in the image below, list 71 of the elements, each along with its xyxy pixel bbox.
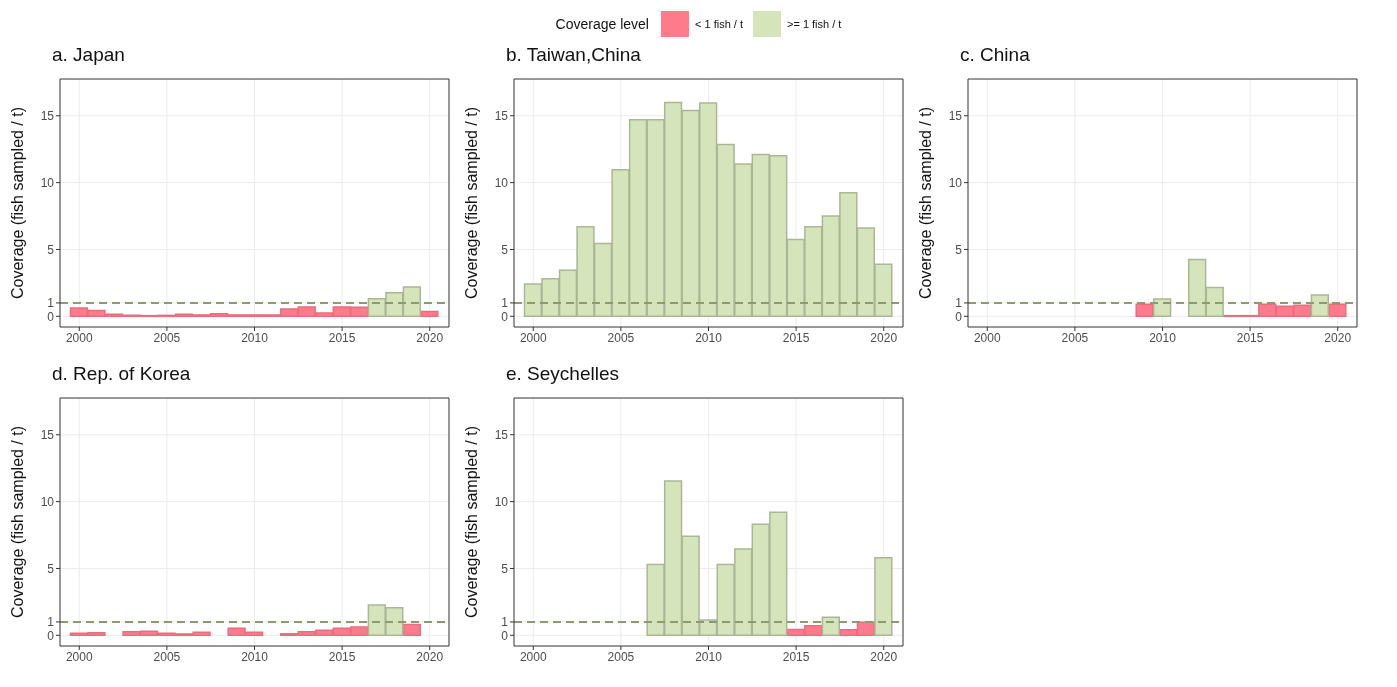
chart-title: c. China	[959, 43, 1031, 67]
y-tick-label: 10	[40, 494, 55, 509]
bar	[1135, 303, 1154, 318]
bar	[1328, 303, 1347, 318]
y-tick-label: 10	[40, 175, 55, 190]
bar	[1310, 294, 1330, 318]
x-tick-label: 2000	[519, 649, 547, 664]
x-tick-label: 2020	[416, 330, 444, 345]
legend-label: < 1 fish / t	[694, 18, 743, 30]
y-tick-label: 1	[47, 615, 55, 630]
x-tick-label: 2000	[973, 330, 1001, 345]
legend-title: Coverage level	[555, 16, 649, 32]
y-axis-title: Coverage (fish sampled / t)	[917, 106, 935, 299]
y-axis-title: Coverage (fish sampled / t)	[9, 106, 27, 299]
y-tick-label: 15	[40, 109, 55, 124]
y-tick-label: 10	[948, 175, 963, 190]
x-tick-label: 2015	[782, 649, 810, 664]
x-tick-label: 2010	[1149, 330, 1177, 345]
chart-title: a. Japan	[51, 43, 126, 67]
x-tick-label: 2020	[1324, 330, 1352, 345]
y-tick-label: 0	[47, 309, 55, 324]
chart-title: d. Rep. of Korea	[51, 362, 192, 386]
x-tick-label: 2010	[241, 649, 269, 664]
x-tick-label: 2000	[65, 330, 93, 345]
y-tick-label: 5	[47, 242, 55, 257]
y-tick-label: 0	[501, 309, 509, 324]
y-tick-label: 10	[494, 494, 509, 509]
y-tick-label: 0	[47, 628, 55, 643]
bar	[874, 557, 893, 637]
y-tick-label: 1	[47, 296, 55, 311]
y-axis-title: Coverage (fish sampled / t)	[463, 425, 481, 618]
bar	[821, 616, 840, 637]
bar	[402, 623, 422, 637]
x-tick-label: 2000	[65, 649, 93, 664]
chart-title: b. Taiwan,China	[505, 43, 642, 67]
x-tick-label: 2000	[519, 330, 547, 345]
y-tick-label: 5	[501, 242, 509, 257]
y-axis-title: Coverage (fish sampled / t)	[9, 425, 27, 618]
x-tick-label: 2020	[870, 649, 898, 664]
y-tick-label: 1	[501, 296, 509, 311]
y-tick-label: 5	[501, 561, 509, 576]
y-tick-label: 1	[955, 296, 963, 311]
bar	[1152, 298, 1172, 318]
y-tick-label: 5	[47, 561, 55, 576]
y-tick-label: 15	[948, 109, 963, 124]
y-tick-label: 5	[955, 242, 963, 257]
x-tick-label: 2005	[607, 330, 635, 345]
y-tick-label: 0	[501, 628, 509, 643]
x-tick-label: 2020	[870, 330, 898, 345]
y-tick-label: 10	[494, 175, 509, 190]
x-tick-label: 2015	[1236, 330, 1264, 345]
y-tick-label: 0	[955, 309, 963, 324]
x-tick-label: 2020	[416, 649, 444, 664]
chart-title: e. Seychelles	[505, 362, 620, 386]
legend-label: >= 1 fish / t	[786, 18, 842, 30]
x-tick-label: 2015	[328, 649, 356, 664]
x-tick-label: 2010	[695, 649, 723, 664]
x-tick-label: 2005	[1061, 330, 1089, 345]
x-tick-label: 2005	[153, 330, 181, 345]
y-tick-label: 15	[40, 428, 55, 443]
x-tick-label: 2010	[695, 330, 723, 345]
y-tick-label: 15	[494, 428, 509, 443]
y-tick-label: 1	[501, 615, 509, 630]
y-axis-title: Coverage (fish sampled / t)	[463, 106, 481, 299]
y-tick-label: 15	[494, 109, 509, 124]
x-tick-label: 2015	[782, 330, 810, 345]
x-tick-label: 2005	[153, 649, 181, 664]
bar	[420, 310, 439, 318]
x-tick-label: 2010	[241, 330, 269, 345]
x-tick-label: 2005	[607, 649, 635, 664]
x-tick-label: 2015	[328, 330, 356, 345]
